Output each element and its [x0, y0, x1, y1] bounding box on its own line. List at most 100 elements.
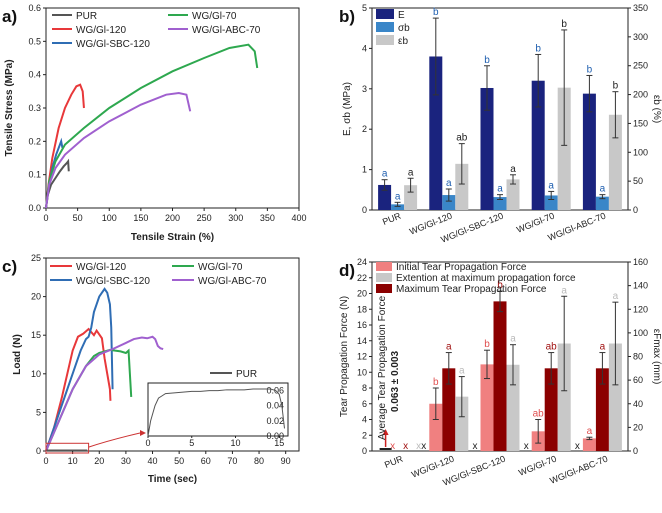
panel-d-missing-marker: x	[416, 441, 421, 452]
panel-b-legend-swatch	[376, 22, 394, 32]
panel-c-xtick-label: 90	[281, 456, 291, 466]
panel-d-ytick-right-label: 120	[633, 304, 648, 314]
panel-b-sig-label: a	[446, 178, 452, 189]
panel-b-ytick-label: 4	[362, 43, 367, 53]
panel-c-inset-ytick-label: 0.02	[266, 416, 284, 426]
panel-d-bar-Maximum Tear Propagation Force	[595, 368, 609, 451]
panel-d-ytick-label: 8	[362, 383, 367, 393]
panel-b-label: b)	[339, 7, 355, 26]
panel-a-legend-label: PUR	[76, 11, 97, 22]
panel-d-legend-swatch	[376, 273, 392, 282]
panel-d-ytick-label: 16	[357, 320, 367, 330]
panel-b-sig-label: a	[395, 191, 401, 202]
panel-c-ylabel: Load (N)	[12, 334, 23, 375]
panel-c-inset-legend-label: PUR	[236, 369, 257, 380]
panel-d-missing-marker: x	[524, 441, 529, 452]
panel-d-bar-Initial Tear Propagation Force	[480, 364, 494, 451]
panel-b-legend-label: εb	[398, 36, 408, 47]
panel-a-ytick-label: 0.6	[28, 3, 41, 13]
panel-c-legend-label: WG/Gl-SBC-120	[76, 276, 150, 287]
panel-d-bar-Initial Tear Propagation Force	[582, 438, 596, 451]
panel-c-inset-xtick-label: 5	[189, 438, 194, 448]
panel-c-frame	[45, 257, 300, 452]
panel-b-bar-εb	[608, 114, 622, 210]
panel-b-sig-label: b	[484, 55, 490, 66]
panel-d-bar-Extention at maximum propagation force	[557, 343, 571, 451]
panel-b-sig-label: a	[497, 184, 503, 195]
panel-a-ytick-label: 0.1	[28, 170, 41, 180]
panel-a-xtick-label: 100	[102, 213, 117, 223]
panel-c-xtick-label: 30	[121, 456, 131, 466]
panel-a-xtick-label: 350	[260, 213, 275, 223]
panel-c-ytick-label: 5	[36, 407, 41, 417]
panel-b-bar-εb	[455, 163, 469, 210]
panel-d-pur-annotation-title: Average Tear Propagation Force	[377, 295, 388, 440]
panel-c-xlabel: Time (sec)	[148, 474, 197, 485]
panel-c-series-WG/Gl-ABC-70	[45, 335, 164, 452]
panel-b-sig-label: a	[382, 169, 388, 180]
panel-c-legend-label: WG/Gl-120	[76, 262, 126, 273]
panel-d-sig-label: ab	[533, 409, 545, 420]
panel-d-ytick-label: 24	[357, 257, 367, 267]
panel-b-category-label: WG/Gl-ABC-70	[546, 211, 607, 243]
panel-c-series-WG/Gl-120	[45, 327, 112, 452]
panel-d-missing-marker: x	[403, 441, 408, 452]
panel-b-ytick-label: 3	[362, 84, 367, 94]
panel-d-pur-arrowhead	[382, 429, 389, 435]
panel-b-bar-σb	[493, 197, 507, 210]
panel-b-bar-E	[582, 93, 596, 210]
panel-b-legend-label: σb	[398, 23, 410, 34]
panel-d-ytick-right-label: 140	[633, 281, 648, 291]
panel-b-bar-E	[429, 56, 443, 211]
panel-d-ytick-label: 18	[357, 304, 367, 314]
panel-c-xtick-label: 20	[94, 456, 104, 466]
panel-c-inset-frame	[147, 382, 289, 437]
panel-b-sig-label: b	[561, 19, 567, 30]
panel-b-ylabel-right: εb (%)	[651, 95, 662, 123]
panel-c-inset-xtick-label: 10	[230, 438, 240, 448]
panel-d-bar-Maximum Tear Propagation Force	[442, 368, 456, 451]
panel-d-ytick-right-label: 80	[633, 352, 643, 362]
panel-d-ytick-right-label: 20	[633, 422, 643, 432]
panel-d-sig-label: a	[587, 426, 593, 437]
panel-c-xtick-label: 70	[227, 456, 237, 466]
panel-b-sig-label: a	[548, 180, 554, 191]
panel-d-ytick-label: 2	[362, 430, 367, 440]
panel-a-series-WG/Gl-ABC-70	[45, 91, 192, 209]
panel-d-bar-Initial Tear Propagation Force	[429, 403, 443, 451]
panel-d-legend-label: Extention at maximum propagation force	[396, 273, 576, 284]
panel-d-legend-label: Initial Tear Propagation Force	[396, 262, 527, 273]
panel-d-ytick-right-label: 160	[633, 257, 648, 267]
panel-d-category-label: PUR	[383, 453, 405, 470]
panel-d-sig-label: a	[510, 334, 516, 345]
panel-b-ytick-right-label: 50	[633, 176, 643, 186]
panel-c-zoom-arrow	[88, 432, 141, 448]
panel-b-ytick-label: 1	[362, 165, 367, 175]
panel-d-sig-label: b	[497, 280, 503, 291]
panel-c-inset-ytick-label: 0.00	[266, 431, 284, 441]
panel-c-inset-series-PUR	[147, 388, 285, 437]
panel-a-xtick-label: 400	[291, 213, 306, 223]
panel-c-inset-xtick-label: 0	[145, 438, 150, 448]
panel-b-sig-label: b	[587, 64, 593, 75]
panel-d-sig-label: b	[484, 339, 490, 350]
panel-b-ytick-right-label: 0	[633, 205, 638, 215]
panel-a-xtick-label: 150	[133, 213, 148, 223]
panel-d-missing-marker: x	[575, 441, 580, 452]
panel-c-legend-label: WG/Gl-70	[198, 262, 243, 273]
panel-d-bar-Maximum Tear Propagation Force	[493, 301, 507, 451]
panel-c-ytick-label: 15	[31, 330, 41, 340]
panel-d-ytick-label: 4	[362, 415, 367, 425]
panel-d-ytick-label: 12	[357, 352, 367, 362]
panel-c-ytick-label: 0	[36, 446, 41, 456]
panel-d-sig-label: a	[600, 342, 606, 353]
panel-d-ytick-label: 10	[357, 367, 367, 377]
panel-d-missing-marker: x	[421, 441, 426, 452]
panel-a-legend-label: WG/Gl-70	[192, 11, 237, 22]
panel-b-ytick-label: 5	[362, 3, 367, 13]
panel-b-category-label: PUR	[381, 210, 403, 227]
panel-a-xtick-label: 250	[197, 213, 212, 223]
panel-d-ytick-right-label: 100	[633, 328, 648, 338]
panel-d-legend-label: Maximum Tear Propagation Force	[396, 284, 547, 295]
